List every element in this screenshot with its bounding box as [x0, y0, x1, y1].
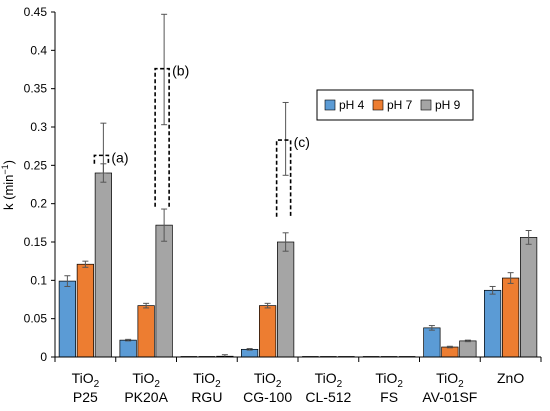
x-tick-label-line2: PK20A: [124, 389, 168, 405]
bar: [259, 305, 277, 358]
y-tick-label: 0.25: [24, 158, 48, 172]
bar: [277, 241, 295, 358]
x-tick-label: TiO2: [72, 370, 100, 390]
y-tick-label: 0.3: [30, 120, 47, 134]
legend-swatch: [372, 99, 384, 111]
x-tick-label-line2: CG-100: [243, 389, 292, 405]
annotation-bracket: [154, 67, 170, 207]
y-axis-title: k (min−1): [0, 160, 16, 210]
legend-label: pH 7: [387, 98, 413, 112]
x-tick-label: TiO2: [375, 370, 403, 390]
annotation-bracket: [93, 154, 110, 164]
bar: [119, 339, 137, 358]
y-tick-label: 0.05: [24, 312, 48, 326]
bar: [441, 346, 459, 358]
y-tick-label: 0.35: [24, 82, 48, 96]
bar: [502, 277, 520, 358]
x-tick-label-line2: CL-512: [305, 389, 351, 405]
legend-box: [316, 89, 474, 121]
y-axis-ticks: 0 0.05 0.1 0.15 0.2 0.25 0.3 0.35 0.4 0.45: [24, 5, 55, 364]
y-tick-label: 0.4: [30, 43, 47, 57]
bar: [137, 305, 155, 358]
y-tick-label: 0.1: [30, 273, 47, 287]
annotation-label: (b): [172, 63, 189, 79]
annotation-label: (c): [294, 134, 310, 150]
annotations: (a) (b) (c): [93, 63, 310, 217]
legend-swatch: [324, 99, 336, 111]
legend-items: pH 4 pH 7 pH 9: [324, 98, 461, 112]
bar: [520, 237, 538, 358]
x-tick-label: TiO2: [193, 370, 221, 390]
x-tick-label-line2: FS: [380, 389, 398, 405]
x-axis-labels: TiO2P25TiO2PK20ATiO2RGUTiO2CG-100TiO2CL-…: [54, 357, 542, 405]
legend-swatch: [420, 99, 432, 111]
bar: [459, 340, 477, 358]
annotation-bracket: [275, 139, 292, 217]
x-tick-label-line2: RGU: [191, 389, 222, 405]
x-tick-label: TiO2: [132, 370, 160, 390]
annotation-label: (a): [111, 149, 128, 165]
bar: [155, 224, 173, 358]
legend: pH 4 pH 7 pH 9: [316, 89, 474, 121]
x-tick-label: TiO2: [436, 370, 464, 390]
y-tick-label: 0.45: [24, 5, 48, 19]
x-tick-label: ZnO: [497, 370, 524, 386]
bar: [58, 280, 76, 358]
y-axis-title-sup: −1: [0, 164, 10, 174]
x-tick-label-line2: AV-01SF: [422, 389, 477, 405]
legend-label: pH 9: [435, 98, 461, 112]
y-tick-label: 0.2: [30, 197, 47, 211]
bars: [58, 172, 538, 358]
y-axis-title-main: k (min: [1, 175, 16, 210]
bar: [94, 172, 112, 358]
error-bars: [64, 13, 532, 358]
y-tick-label: 0.15: [24, 235, 48, 249]
bar: [484, 289, 502, 358]
bar: [76, 263, 94, 358]
legend-label: pH 4: [339, 98, 365, 112]
bar: [423, 327, 441, 358]
y-tick-label: 0: [40, 350, 47, 364]
y-axis-title-end: ): [1, 160, 16, 164]
x-tick-label-line2: P25: [73, 389, 98, 405]
x-tick-label: TiO2: [254, 370, 282, 390]
x-tick-label: TiO2: [315, 370, 343, 390]
